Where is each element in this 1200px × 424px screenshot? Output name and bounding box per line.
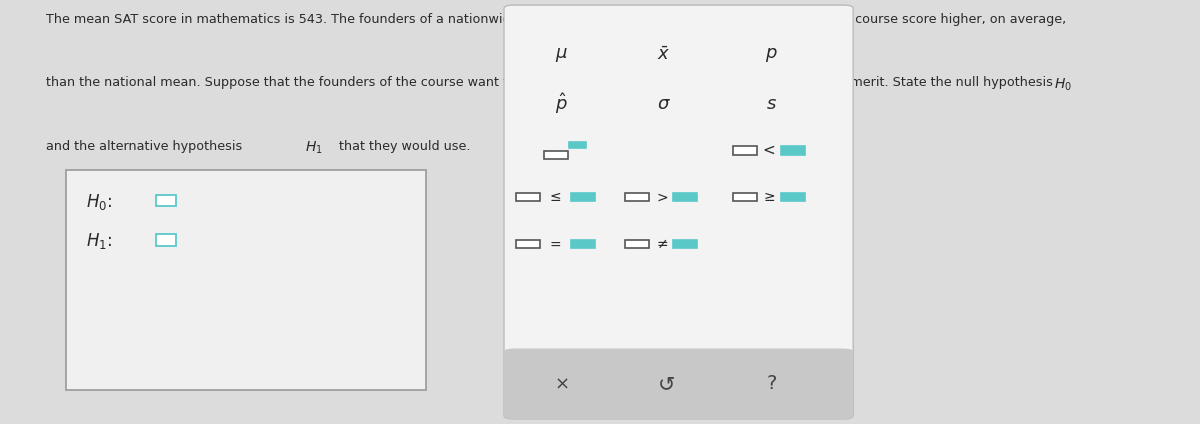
FancyBboxPatch shape	[504, 349, 853, 419]
Bar	[156, 234, 176, 246]
Text: $\it{H}_1$: $\it{H}_1$	[305, 140, 323, 156]
Text: $>$: $>$	[654, 190, 668, 204]
FancyBboxPatch shape	[504, 5, 853, 419]
Text: $\it{H}_1$:: $\it{H}_1$:	[86, 231, 114, 251]
Text: $\hat{p}$: $\hat{p}$	[556, 92, 568, 116]
Bar	[673, 240, 697, 248]
Bar	[516, 193, 540, 201]
Bar	[544, 151, 568, 159]
Text: $=$: $=$	[547, 237, 562, 251]
Text: $\it{H}_0$:: $\it{H}_0$:	[86, 192, 114, 212]
Text: than the national mean. Suppose that the founders of the course want to carry ou: than the national mean. Suppose that the…	[46, 76, 1056, 89]
Text: $?$: $?$	[766, 374, 778, 393]
Bar	[625, 240, 649, 248]
Text: $\neq$: $\neq$	[654, 237, 668, 251]
Text: $<$: $<$	[760, 143, 776, 158]
Bar	[66, 170, 426, 390]
Text: $\bar{x}$: $\bar{x}$	[656, 46, 671, 64]
Bar	[625, 193, 649, 201]
Text: and the alternative hypothesis: and the alternative hypothesis	[46, 140, 246, 153]
Bar	[156, 195, 176, 206]
Bar	[781, 146, 805, 155]
Text: $p$: $p$	[766, 46, 778, 64]
Text: $\circlearrowleft$: $\circlearrowleft$	[653, 374, 674, 394]
Text: $\it{H}_0$: $\it{H}_0$	[1054, 76, 1072, 93]
Text: that they would use.: that they would use.	[335, 140, 470, 153]
Text: $\geq$: $\geq$	[761, 190, 775, 204]
Bar	[516, 240, 540, 248]
Text: $\sigma$: $\sigma$	[656, 95, 671, 113]
Bar	[733, 193, 757, 201]
Bar	[733, 146, 757, 155]
Text: The mean SAT score in mathematics is 543. The founders of a nationwide SAT prepa: The mean SAT score in mathematics is 543…	[46, 13, 1066, 26]
Bar	[781, 193, 805, 201]
Text: $\times$: $\times$	[554, 375, 569, 393]
Bar	[569, 142, 586, 148]
Text: $s$: $s$	[766, 95, 778, 113]
Text: $\mu$: $\mu$	[556, 46, 568, 64]
Text: $\leq$: $\leq$	[547, 190, 562, 204]
Bar	[571, 240, 595, 248]
Bar	[673, 193, 697, 201]
Bar	[571, 193, 595, 201]
